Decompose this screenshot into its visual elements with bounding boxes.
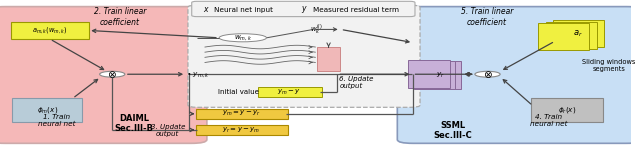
Text: 2. Train linear
coefficient: 2. Train linear coefficient: [93, 7, 146, 27]
FancyBboxPatch shape: [413, 61, 455, 89]
Text: 1. Train
neural net: 1. Train neural net: [38, 114, 76, 127]
FancyBboxPatch shape: [11, 22, 89, 39]
FancyBboxPatch shape: [397, 7, 640, 143]
Text: 3. Update
output: 3. Update output: [150, 124, 185, 137]
Ellipse shape: [219, 34, 266, 42]
FancyBboxPatch shape: [195, 125, 287, 135]
Text: $a_r$: $a_r$: [573, 29, 583, 39]
Text: $a_{m,k}(w_{m,k})$: $a_{m,k}(w_{m,k})$: [32, 25, 68, 35]
FancyBboxPatch shape: [188, 5, 420, 107]
Text: Measured residual term: Measured residual term: [313, 7, 399, 13]
FancyBboxPatch shape: [192, 1, 415, 17]
Circle shape: [100, 71, 125, 77]
Text: $y$: $y$: [301, 4, 308, 15]
Text: $x$: $x$: [203, 5, 210, 14]
FancyBboxPatch shape: [195, 109, 287, 119]
FancyBboxPatch shape: [0, 7, 207, 143]
Text: SSML
Sec.III-C: SSML Sec.III-C: [433, 121, 472, 140]
Text: $\otimes$: $\otimes$: [108, 69, 117, 80]
Circle shape: [475, 71, 500, 77]
FancyBboxPatch shape: [553, 20, 604, 47]
FancyBboxPatch shape: [531, 98, 603, 122]
Text: $\phi_m(x)$: $\phi_m(x)$: [36, 105, 58, 115]
Text: $y_m - y$: $y_m - y$: [277, 88, 301, 97]
Text: $y_r = y - y_m$: $y_r = y - y_m$: [222, 125, 260, 135]
Text: 4. Train
neural net: 4. Train neural net: [530, 114, 568, 127]
Text: $y_m = y - y_r$: $y_m = y - y_r$: [222, 109, 261, 118]
Text: DAIML
Sec.III-B: DAIML Sec.III-B: [115, 114, 154, 133]
Text: 6. Update
output: 6. Update output: [339, 76, 374, 89]
Text: Initial value: Initial value: [218, 89, 259, 95]
Text: Sliding windows
segments: Sliding windows segments: [582, 59, 636, 72]
FancyBboxPatch shape: [545, 22, 596, 49]
Text: Neural net input: Neural net input: [214, 7, 273, 13]
Text: $\otimes$: $\otimes$: [483, 69, 492, 80]
FancyBboxPatch shape: [538, 23, 589, 50]
Text: $y_r$: $y_r$: [436, 71, 445, 80]
FancyBboxPatch shape: [317, 47, 340, 71]
FancyBboxPatch shape: [419, 61, 461, 89]
FancyBboxPatch shape: [12, 98, 82, 122]
FancyBboxPatch shape: [258, 87, 322, 97]
Text: $w_k^{(i)}$: $w_k^{(i)}$: [310, 22, 323, 37]
Text: $\bullet$ $y_{m,k}$: $\bullet$ $y_{m,k}$: [186, 70, 210, 80]
Text: 5. Train linear
coefficient: 5. Train linear coefficient: [461, 7, 513, 27]
Text: $\phi_r(x)$: $\phi_r(x)$: [558, 105, 576, 115]
FancyBboxPatch shape: [408, 60, 450, 88]
Text: $w_{m,k}$: $w_{m,k}$: [234, 33, 252, 42]
